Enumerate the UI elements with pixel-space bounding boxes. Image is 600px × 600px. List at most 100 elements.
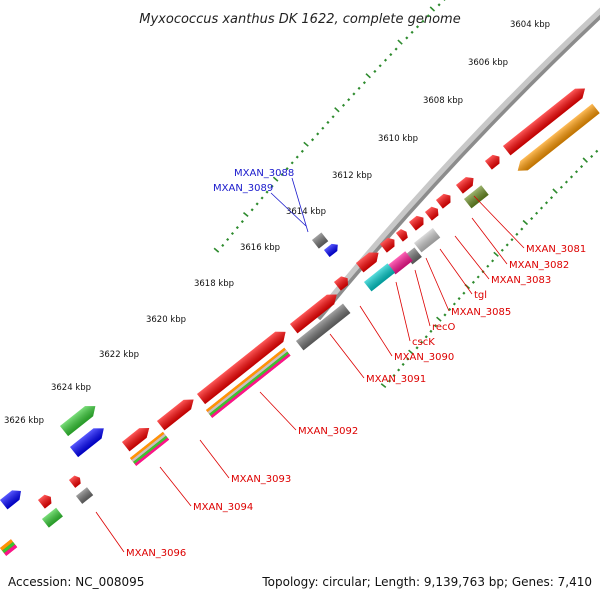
scale-tick bbox=[434, 324, 438, 328]
scale-label: 3612 kbp bbox=[332, 171, 372, 181]
scale-tick bbox=[437, 3, 441, 7]
gene-feature[interactable] bbox=[414, 228, 441, 253]
scale-tick bbox=[235, 226, 239, 230]
scale-ticks-outer bbox=[213, 0, 446, 253]
scale-tick bbox=[357, 86, 361, 90]
scale-tick bbox=[564, 180, 568, 184]
gene-label-csck[interactable]: cscK bbox=[412, 337, 435, 348]
scale-tick bbox=[535, 211, 539, 215]
leader-line bbox=[159, 466, 192, 507]
gene-label-reco[interactable]: recO bbox=[432, 322, 456, 333]
gene-feature[interactable] bbox=[456, 174, 477, 194]
gene-feature[interactable] bbox=[0, 486, 25, 510]
gene-label-mxan-3089[interactable]: MXAN_3089 bbox=[213, 183, 273, 194]
scale-tick bbox=[365, 73, 371, 79]
gene-feature[interactable] bbox=[197, 327, 290, 405]
scale-tick bbox=[544, 201, 549, 205]
leader-line bbox=[329, 333, 365, 379]
scale-tick bbox=[373, 69, 377, 73]
gene-feature[interactable] bbox=[464, 185, 489, 209]
gene-feature[interactable] bbox=[334, 274, 351, 291]
gene-label-mxan-3082[interactable]: MXAN_3082 bbox=[509, 260, 569, 271]
scale-tick bbox=[462, 291, 466, 295]
scale-tick bbox=[362, 81, 366, 85]
gene-labels: MXAN_3081 MXAN_3082 MXAN_3083 tgl MXAN_3… bbox=[126, 168, 586, 559]
gene-label-mxan-3088[interactable]: MXAN_3088 bbox=[234, 168, 294, 179]
scale-tick bbox=[255, 202, 259, 206]
gene-feature[interactable] bbox=[206, 347, 291, 418]
gene-feature[interactable] bbox=[122, 423, 153, 452]
scale-tick bbox=[230, 231, 234, 236]
gene-label-mxan-3090[interactable]: MXAN_3090 bbox=[394, 352, 454, 363]
scale-tick bbox=[326, 120, 330, 125]
leader-line bbox=[359, 305, 393, 357]
scale-tick bbox=[347, 98, 351, 102]
gene-feature[interactable] bbox=[409, 213, 427, 231]
gene-feature[interactable] bbox=[380, 235, 398, 253]
scale-tick bbox=[265, 190, 269, 194]
gene-feature[interactable] bbox=[425, 205, 441, 221]
gene-feature[interactable] bbox=[396, 227, 410, 242]
gene-label-mxan-3081[interactable]: MXAN_3081 bbox=[526, 244, 586, 255]
gene-label-mxan-3085[interactable]: MXAN_3085 bbox=[451, 307, 511, 318]
scale-tick bbox=[321, 126, 325, 130]
gene-label-mxan-3092[interactable]: MXAN_3092 bbox=[298, 426, 358, 437]
gene-mxan-3083[interactable] bbox=[514, 103, 600, 176]
gene-feature[interactable] bbox=[0, 539, 18, 556]
scale-tick bbox=[559, 185, 563, 189]
gene-feature[interactable] bbox=[290, 290, 341, 334]
scale-tick bbox=[595, 149, 599, 153]
scale-tick bbox=[476, 275, 480, 279]
gene-label-mxan-3091[interactable]: MXAN_3091 bbox=[366, 374, 426, 385]
gene-feature[interactable] bbox=[364, 263, 395, 292]
gene-feature[interactable] bbox=[312, 232, 329, 249]
scale-label: 3620 kbp bbox=[146, 315, 186, 325]
gene-feature[interactable] bbox=[60, 401, 99, 437]
gene-mxan-3081[interactable] bbox=[503, 84, 589, 156]
scale-label: 3610 kbp bbox=[378, 134, 418, 144]
scale-tick bbox=[493, 251, 499, 257]
gene-feature[interactable] bbox=[76, 487, 94, 504]
scale-tick bbox=[383, 58, 388, 62]
gene-feature[interactable] bbox=[130, 431, 170, 466]
gene-label-mxan-3083[interactable]: MXAN_3083 bbox=[491, 275, 551, 286]
scale-tick bbox=[448, 307, 452, 312]
scale-tick bbox=[520, 227, 524, 231]
gene-feature[interactable] bbox=[356, 248, 382, 273]
scale-tick bbox=[392, 374, 396, 378]
scale-tick bbox=[574, 170, 579, 174]
gene-feature[interactable] bbox=[388, 251, 413, 275]
gene-feature[interactable] bbox=[38, 493, 54, 509]
leader-line bbox=[471, 217, 508, 265]
leader-line bbox=[291, 177, 309, 233]
gene-feature[interactable] bbox=[157, 395, 197, 431]
gene-mxan-3082[interactable] bbox=[485, 152, 503, 170]
scale-tick bbox=[226, 237, 230, 242]
gene-label-mxan-3096[interactable]: MXAN_3096 bbox=[126, 548, 186, 559]
gene-label-mxan-3094[interactable]: MXAN_3094 bbox=[193, 502, 253, 513]
gene-feature[interactable] bbox=[296, 303, 351, 351]
scale-tick bbox=[579, 165, 584, 169]
scale-tick bbox=[397, 368, 401, 372]
scale-tick bbox=[331, 115, 335, 119]
scale-tick bbox=[394, 47, 398, 51]
gene-feature[interactable] bbox=[436, 191, 454, 209]
scale-tick bbox=[295, 155, 299, 159]
gene-feature[interactable] bbox=[324, 241, 341, 258]
gene-feature[interactable] bbox=[70, 423, 108, 458]
scale-tick bbox=[552, 188, 558, 194]
scale-tick bbox=[505, 243, 509, 247]
genome-backbone bbox=[317, 14, 600, 321]
scale-tick bbox=[380, 383, 387, 389]
leader-line bbox=[270, 192, 307, 227]
gene-label-mxan-3093[interactable]: MXAN_3093 bbox=[231, 474, 291, 485]
gene-label-tgl[interactable]: tgl bbox=[474, 290, 487, 301]
scale-tick bbox=[410, 30, 414, 34]
scale-tick bbox=[213, 247, 220, 253]
gene-feature[interactable] bbox=[69, 474, 83, 488]
scale-tick bbox=[401, 362, 405, 366]
gene-feature[interactable] bbox=[42, 507, 63, 528]
leader-line bbox=[199, 439, 230, 479]
scale-tick bbox=[429, 6, 436, 12]
scale-tick bbox=[539, 206, 544, 210]
